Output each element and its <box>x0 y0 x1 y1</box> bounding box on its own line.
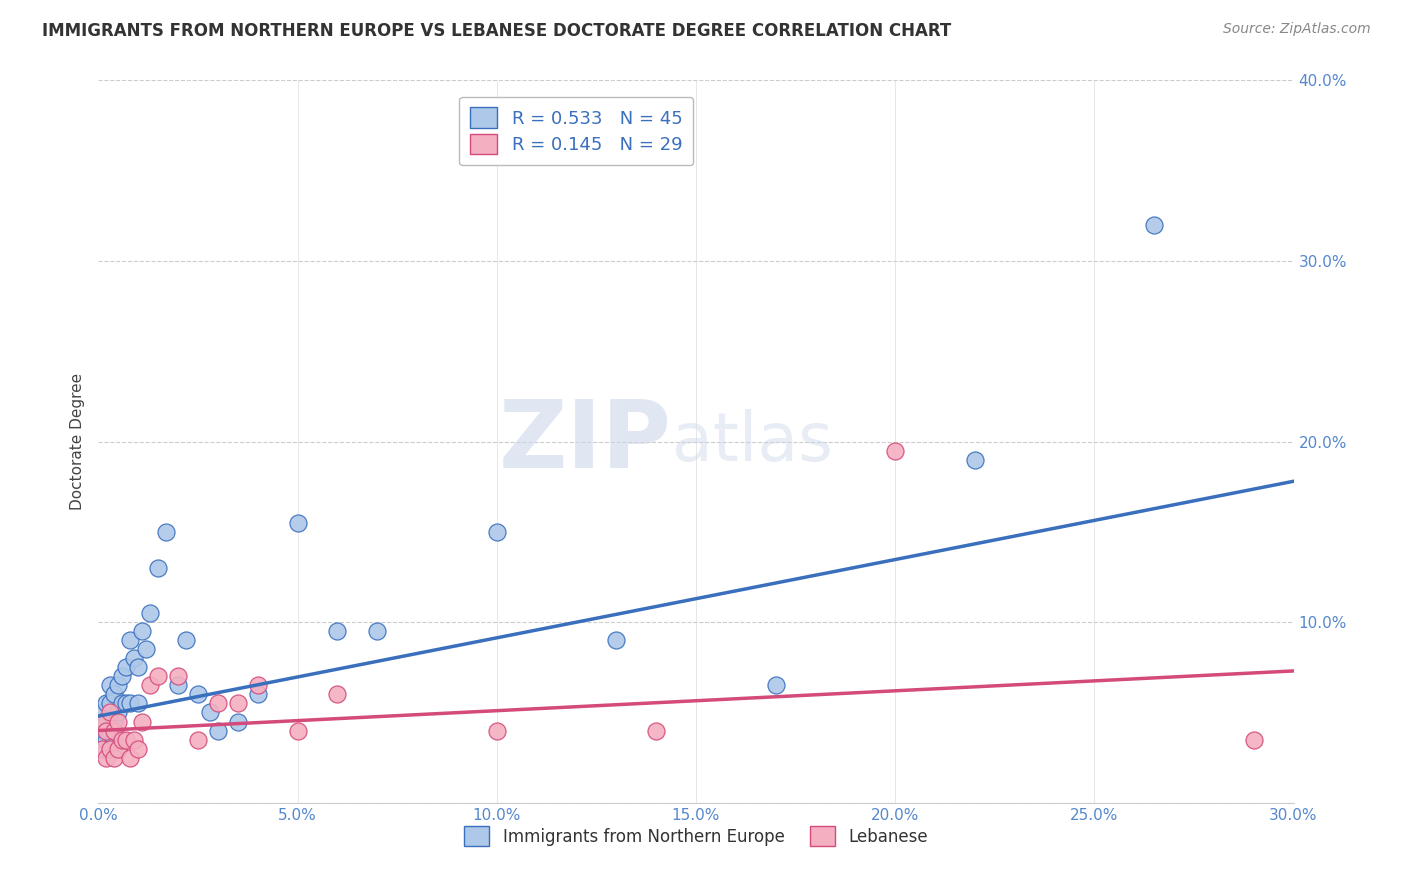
Point <box>96 750 118 764</box>
Point <box>963 452 986 467</box>
Point <box>103 687 125 701</box>
Point <box>155 524 177 539</box>
Point <box>187 687 209 701</box>
Point <box>605 633 627 648</box>
Point <box>485 524 508 539</box>
Point <box>96 697 118 711</box>
Point <box>107 741 129 756</box>
Point <box>1143 218 1166 232</box>
Point <box>207 697 229 711</box>
Point <box>765 678 787 692</box>
Point <box>98 706 122 720</box>
Point <box>287 516 309 530</box>
Point <box>884 443 907 458</box>
Point <box>174 633 197 648</box>
Point <box>111 697 134 711</box>
Point <box>226 714 249 729</box>
Point <box>167 669 190 683</box>
Point <box>91 741 114 756</box>
Point <box>107 706 129 720</box>
Point <box>645 723 668 738</box>
Point <box>366 624 388 639</box>
Point <box>91 723 114 738</box>
Point <box>198 706 221 720</box>
Point <box>98 741 122 756</box>
Point <box>139 606 162 620</box>
Point <box>139 678 162 692</box>
Point <box>127 697 149 711</box>
Point <box>167 678 190 692</box>
Point <box>127 741 149 756</box>
Point <box>107 714 129 729</box>
Point <box>1243 732 1265 747</box>
Point <box>107 741 129 756</box>
Point <box>111 669 134 683</box>
Legend: Immigrants from Northern Europe, Lebanese: Immigrants from Northern Europe, Lebanes… <box>458 820 934 852</box>
Point <box>98 678 122 692</box>
Point <box>91 714 114 729</box>
Point <box>148 669 170 683</box>
Text: atlas: atlas <box>672 409 832 475</box>
Point <box>103 750 125 764</box>
Point <box>187 732 209 747</box>
Point <box>124 651 146 665</box>
Point <box>103 723 125 738</box>
Point <box>111 732 134 747</box>
Point <box>246 687 269 701</box>
Point <box>287 723 309 738</box>
Point <box>326 624 349 639</box>
Point <box>131 624 153 639</box>
Point <box>124 732 146 747</box>
Point <box>96 714 118 729</box>
Point <box>326 687 349 701</box>
Point <box>103 714 125 729</box>
Point <box>127 660 149 674</box>
Point <box>96 723 118 738</box>
Point <box>120 750 142 764</box>
Point <box>485 723 508 738</box>
Point <box>226 697 249 711</box>
Point <box>98 723 122 738</box>
Text: IMMIGRANTS FROM NORTHERN EUROPE VS LEBANESE DOCTORATE DEGREE CORRELATION CHART: IMMIGRANTS FROM NORTHERN EUROPE VS LEBAN… <box>42 22 952 40</box>
Point <box>115 697 138 711</box>
Point <box>107 678 129 692</box>
Text: ZIP: ZIP <box>499 395 672 488</box>
Point <box>103 732 125 747</box>
Point <box>131 714 153 729</box>
Point <box>115 660 138 674</box>
Text: Source: ZipAtlas.com: Source: ZipAtlas.com <box>1223 22 1371 37</box>
Point <box>96 732 118 747</box>
Point <box>91 741 114 756</box>
Point <box>207 723 229 738</box>
Point <box>135 642 157 657</box>
Point <box>148 561 170 575</box>
Point <box>120 697 142 711</box>
Point <box>98 741 122 756</box>
Point <box>98 697 122 711</box>
Point <box>246 678 269 692</box>
Y-axis label: Doctorate Degree: Doctorate Degree <box>69 373 84 510</box>
Point <box>120 633 142 648</box>
Point <box>91 706 114 720</box>
Point <box>115 732 138 747</box>
